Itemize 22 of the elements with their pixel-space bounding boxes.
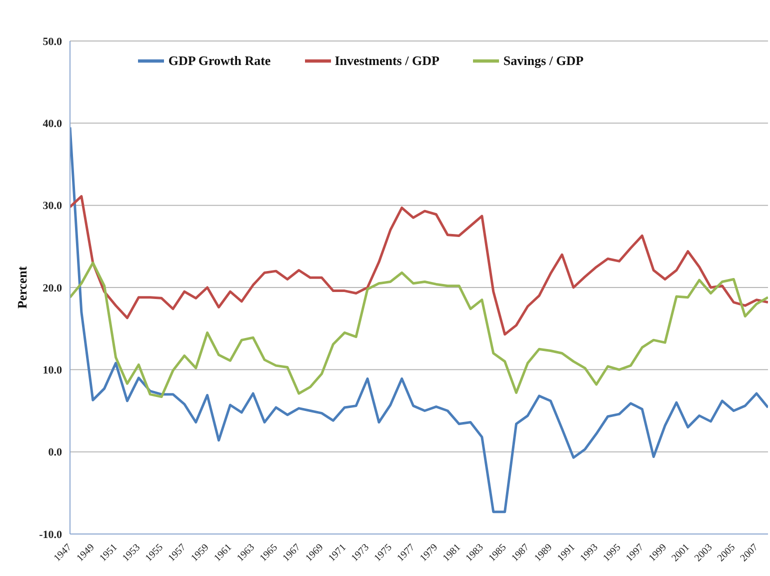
x-tick-label: 1951	[98, 542, 120, 564]
y-tick-label: 0.0	[48, 446, 62, 459]
x-tick-label: 2001	[670, 542, 692, 564]
x-tick-label: 1959	[189, 542, 212, 564]
line-series	[70, 126, 768, 514]
x-tick-label: 1969	[304, 542, 326, 564]
y-tick-label: 30.0	[42, 200, 62, 212]
x-tick-label: 1961	[212, 542, 234, 564]
x-tick-label: 1971	[326, 542, 349, 564]
legend-label: Investments / GDP	[334, 52, 440, 68]
x-tick-label: 1981	[441, 542, 463, 564]
y-tick-label: -10.0	[39, 528, 62, 541]
y-tick-label: 10.0	[42, 364, 62, 377]
line-series	[70, 262, 768, 398]
legend-label: GDP Growth Rate	[168, 52, 271, 68]
line-series	[70, 195, 768, 336]
y-axis-title: Percent	[14, 266, 30, 309]
legend-label: Savings / GDP	[503, 52, 584, 68]
x-tick-label: 1991	[555, 542, 578, 564]
y-tick-label: 20.0	[42, 282, 62, 294]
y-tick-label: 50.0	[42, 36, 62, 48]
y-tick-label: 40.0	[42, 118, 62, 130]
